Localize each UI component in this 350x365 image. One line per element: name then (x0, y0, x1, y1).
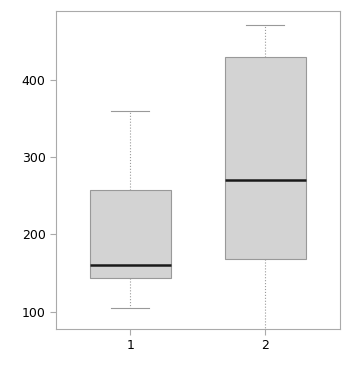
FancyBboxPatch shape (225, 57, 306, 259)
FancyBboxPatch shape (90, 190, 171, 278)
